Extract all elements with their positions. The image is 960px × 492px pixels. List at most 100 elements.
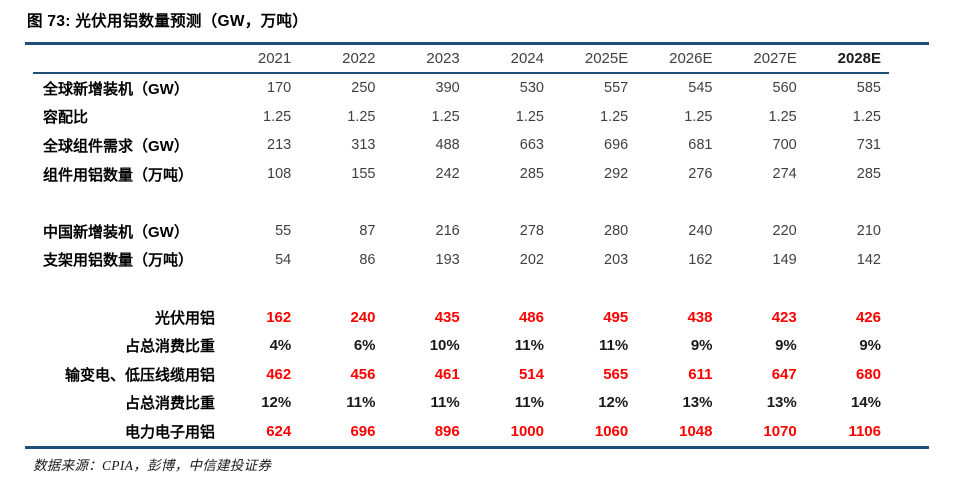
row-label: 占总消费比重: [124, 395, 215, 413]
cell-value: 426: [855, 308, 881, 326]
table-row: 中国新增装机（GW） 55 87 216 278 280 240 220 210: [25, 217, 889, 246]
cell-value: 1000: [510, 422, 544, 440]
year-header-cell: 2021: [257, 50, 292, 67]
cell-value: 276: [688, 166, 713, 183]
cell-value: 530: [519, 80, 544, 97]
cell-value: 242: [435, 166, 460, 183]
cell-value: 1070: [763, 422, 797, 440]
cell-value: 170: [267, 80, 292, 97]
cell-value: 13%: [682, 394, 713, 412]
row-label: 输变电、低压线缆用铝: [64, 366, 215, 384]
cell-value: 1.25: [263, 108, 292, 125]
cell-value: 611: [688, 365, 713, 383]
cell-value: 202: [519, 251, 544, 268]
row-label: 支架用铝数量（万吨）: [43, 252, 194, 270]
cell-value: 1.25: [852, 108, 881, 125]
cell-value: 292: [604, 166, 629, 183]
cell-value: 285: [519, 166, 544, 183]
cell-value: 565: [603, 365, 629, 383]
cell-value: 162: [266, 308, 292, 326]
table-row: 输变电、低压线缆用铝 462 456 461 514 565 611 647 680: [25, 360, 889, 389]
spacer-row: [25, 188, 889, 217]
cell-value: 9%: [775, 337, 797, 355]
year-header-cell: 2022: [342, 50, 376, 67]
cell-value: 10%: [429, 337, 460, 355]
year-header-cell: 2023: [426, 50, 460, 67]
cell-value: 12%: [598, 394, 629, 412]
figure-title: 图 73: 光伏用铝数量预测（GW，万吨）: [27, 13, 309, 30]
row-label: 中国新增装机（GW）: [43, 223, 189, 241]
table-row: 组件用铝数量（万吨） 108 155 242 285 292 276 274 285: [25, 160, 889, 189]
cell-value: 149: [772, 251, 797, 268]
cell-value: 557: [604, 80, 629, 97]
cell-value: 108: [267, 166, 292, 183]
table-body: 全球新增装机（GW） 170 250 390 530 557 545 560 585 容配比 1.2…: [25, 74, 889, 446]
cell-value: 486: [518, 308, 544, 326]
row-label: 容配比: [43, 109, 89, 127]
cell-value: 213: [267, 137, 292, 154]
cell-value: 1.25: [515, 108, 544, 125]
cell-value: 250: [351, 80, 376, 97]
cell-value: 11%: [346, 394, 376, 412]
cell-value: 55: [275, 223, 292, 240]
row-label: 组件用铝数量（万吨）: [43, 166, 194, 184]
row-label: 全球新增装机（GW）: [43, 80, 189, 98]
header-divider: [33, 72, 889, 74]
cell-value: 456: [350, 365, 376, 383]
table-row: 全球新增装机（GW） 170 250 390 530 557 545 560 585: [25, 74, 889, 103]
cell-value: 438: [687, 308, 713, 326]
cell-value: 423: [771, 308, 797, 326]
cell-value: 240: [688, 223, 713, 240]
cell-value: 545: [688, 80, 713, 97]
cell-value: 1.25: [768, 108, 797, 125]
table-header-row: 2021 2022 2023 2024 2025E 2026E 2027E 2028E: [25, 45, 889, 72]
cell-value: 663: [519, 137, 544, 154]
cell-value: 54: [275, 251, 292, 268]
cell-value: 585: [856, 80, 881, 97]
cell-value: 680: [855, 365, 881, 383]
cell-value: 1.25: [600, 108, 629, 125]
table-row: 全球组件需求（GW） 213 313 488 663 696 681 700 731: [25, 131, 889, 160]
cell-value: 11%: [514, 337, 544, 355]
forecast-table: 2021 2022 2023 2024 2025E 2026E 2027E 2028E 全球新…: [25, 42, 929, 449]
row-label: 光伏用铝: [154, 309, 215, 327]
row-label: 电力电子用铝: [124, 423, 215, 441]
cell-value: 1048: [679, 422, 713, 440]
year-header-cell: 2027E: [753, 50, 797, 67]
cell-value: 14%: [850, 394, 881, 412]
cell-value: 313: [351, 137, 376, 154]
cell-value: 514: [518, 365, 544, 383]
cell-value: 1106: [848, 422, 881, 440]
cell-value: 4%: [269, 337, 292, 355]
cell-value: 87: [359, 223, 376, 240]
cell-value: 462: [266, 365, 292, 383]
cell-value: 11%: [430, 394, 460, 412]
table-row: 占总消费比重 12% 11% 11% 11% 12% 13% 13% 14%: [25, 389, 889, 418]
row-label: 占总消费比重: [124, 338, 215, 356]
cell-value: 681: [688, 137, 713, 154]
cell-value: 9%: [859, 337, 881, 355]
year-header-cell: 2026E: [669, 50, 713, 67]
year-header-cell: 2024: [510, 50, 544, 67]
cell-value: 11%: [514, 394, 544, 412]
table-row: 支架用铝数量（万吨） 54 86 193 202 203 162 149 142: [25, 246, 889, 275]
cell-value: 216: [435, 223, 460, 240]
cell-value: 1.25: [684, 108, 713, 125]
data-source: 数据来源：CPIA，彭博，中信建投证券: [33, 458, 272, 473]
table-row: 容配比 1.25 1.25 1.25 1.25 1.25 1.25 1.25 1.25: [25, 103, 889, 132]
cell-value: 896: [434, 422, 460, 440]
cell-value: 203: [604, 251, 629, 268]
cell-value: 1.25: [347, 108, 376, 125]
cell-value: 1.25: [431, 108, 460, 125]
table-row: 占总消费比重 4% 6% 10% 11% 11% 9% 9% 9%: [25, 331, 889, 360]
cell-value: 210: [856, 223, 881, 240]
cell-value: 280: [604, 223, 629, 240]
cell-value: 1060: [594, 422, 629, 440]
cell-value: 700: [772, 137, 797, 154]
cell-value: 162: [688, 251, 713, 268]
table-row: 光伏用铝 162 240 435 486 495 438 423 426: [25, 303, 889, 332]
cell-value: 488: [435, 137, 460, 154]
row-label: 全球组件需求（GW）: [43, 137, 189, 155]
cell-value: 155: [351, 166, 376, 183]
cell-value: 696: [604, 137, 629, 154]
